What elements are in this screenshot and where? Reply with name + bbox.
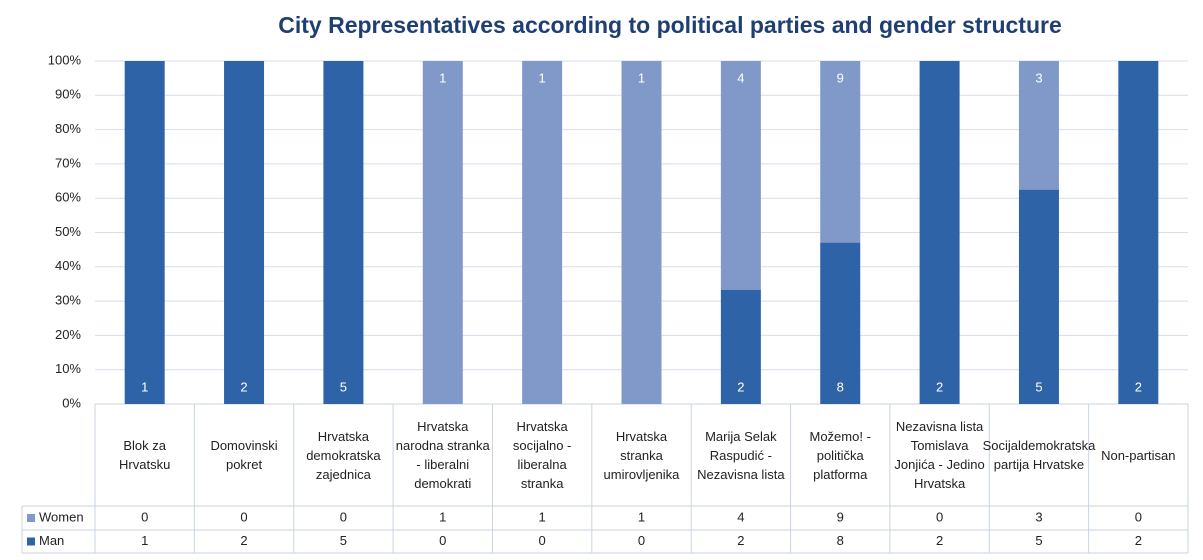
y-tick-label: 70% [55, 155, 81, 170]
bar-segment [820, 61, 861, 243]
bar-segment [1018, 189, 1059, 404]
data-label: 4 [737, 70, 744, 85]
bar-segment [422, 61, 463, 404]
table-value: 2 [1135, 533, 1142, 548]
category-label: Non-partisan [1101, 447, 1176, 463]
category-label: Hrvatska socijalno - liberalna stranka [512, 419, 572, 491]
data-label: 2 [737, 379, 744, 394]
category-label: Možemo! - politička platforma [809, 428, 871, 482]
legend-key [27, 514, 35, 522]
data-label: 3 [1035, 70, 1042, 85]
data-label: 2 [240, 379, 247, 394]
category-label: Socijaldemokratska partija Hrvatske [982, 438, 1096, 472]
data-label: 1 [638, 70, 645, 85]
bar-segment [919, 61, 960, 404]
table-value: 5 [1035, 533, 1042, 548]
y-tick-label: 40% [55, 258, 81, 273]
table-value: 8 [837, 533, 844, 548]
table-value: 0 [638, 533, 645, 548]
table-value: 0 [539, 533, 546, 548]
bar-segment [1018, 61, 1059, 190]
chart-title: City Representatives according to politi… [278, 12, 1061, 38]
table-value: 0 [439, 533, 446, 548]
category-label: Nezavisna lista Tomislava Jonjića - Jedi… [894, 419, 985, 491]
data-label: 1 [141, 379, 148, 394]
table-value: 2 [936, 533, 943, 548]
legend-label: Women [39, 509, 84, 524]
category-label: Blok za Hrvatsku [119, 438, 171, 472]
table-value: 5 [340, 533, 347, 548]
data-label: 1 [439, 70, 446, 85]
bar-segment [522, 61, 563, 404]
bar-segment [621, 61, 662, 404]
table-value: 2 [737, 533, 744, 548]
bar-segment [720, 61, 761, 290]
table-value: 0 [141, 509, 148, 524]
category-label: Domovinski pokret [210, 438, 278, 472]
data-label: 2 [1135, 379, 1142, 394]
table-value: 1 [539, 509, 546, 524]
table-value: 0 [936, 509, 943, 524]
table-value: 1 [638, 509, 645, 524]
y-tick-label: 30% [55, 293, 81, 308]
category-label: Marija Selak Raspudić - Nezavisna lista [697, 428, 785, 482]
y-tick-label: 80% [55, 121, 81, 136]
y-tick-label: 60% [55, 190, 81, 205]
y-tick-label: 50% [55, 224, 81, 239]
data-label: 1 [539, 70, 546, 85]
bar-segment [720, 289, 761, 404]
category-label: Hrvatska narodna stranka - liberalni dem… [395, 419, 490, 491]
legend-key [27, 537, 35, 546]
y-tick-label: 10% [55, 361, 81, 376]
data-label: 2 [936, 379, 943, 394]
table-value: 0 [1135, 509, 1142, 524]
data-label: 9 [837, 70, 844, 85]
table-value: 0 [340, 509, 347, 524]
table-value: 4 [737, 509, 744, 524]
category-label: Hrvatska stranka umirovljenika [603, 428, 680, 482]
bar-segment [1118, 61, 1159, 404]
y-tick-label: 0% [62, 395, 81, 410]
bar-segment [124, 61, 165, 404]
table-value: 3 [1035, 509, 1042, 524]
bar-segment [323, 61, 364, 404]
table-value: 9 [837, 509, 844, 524]
data-label: 5 [1035, 379, 1042, 394]
table-value: 1 [141, 533, 148, 548]
table-value: 0 [240, 509, 247, 524]
y-tick-label: 100% [48, 52, 82, 67]
bar-segment [820, 242, 861, 404]
table-value: 2 [240, 533, 247, 548]
table-value: 1 [439, 509, 446, 524]
y-tick-label: 20% [55, 327, 81, 342]
bar-segment [224, 61, 265, 404]
legend-label: Man [39, 533, 64, 548]
category-label: Hrvatska demokratska zajednica [306, 428, 381, 482]
data-label: 5 [340, 379, 347, 394]
data-label: 8 [837, 379, 844, 394]
y-tick-label: 90% [55, 87, 81, 102]
